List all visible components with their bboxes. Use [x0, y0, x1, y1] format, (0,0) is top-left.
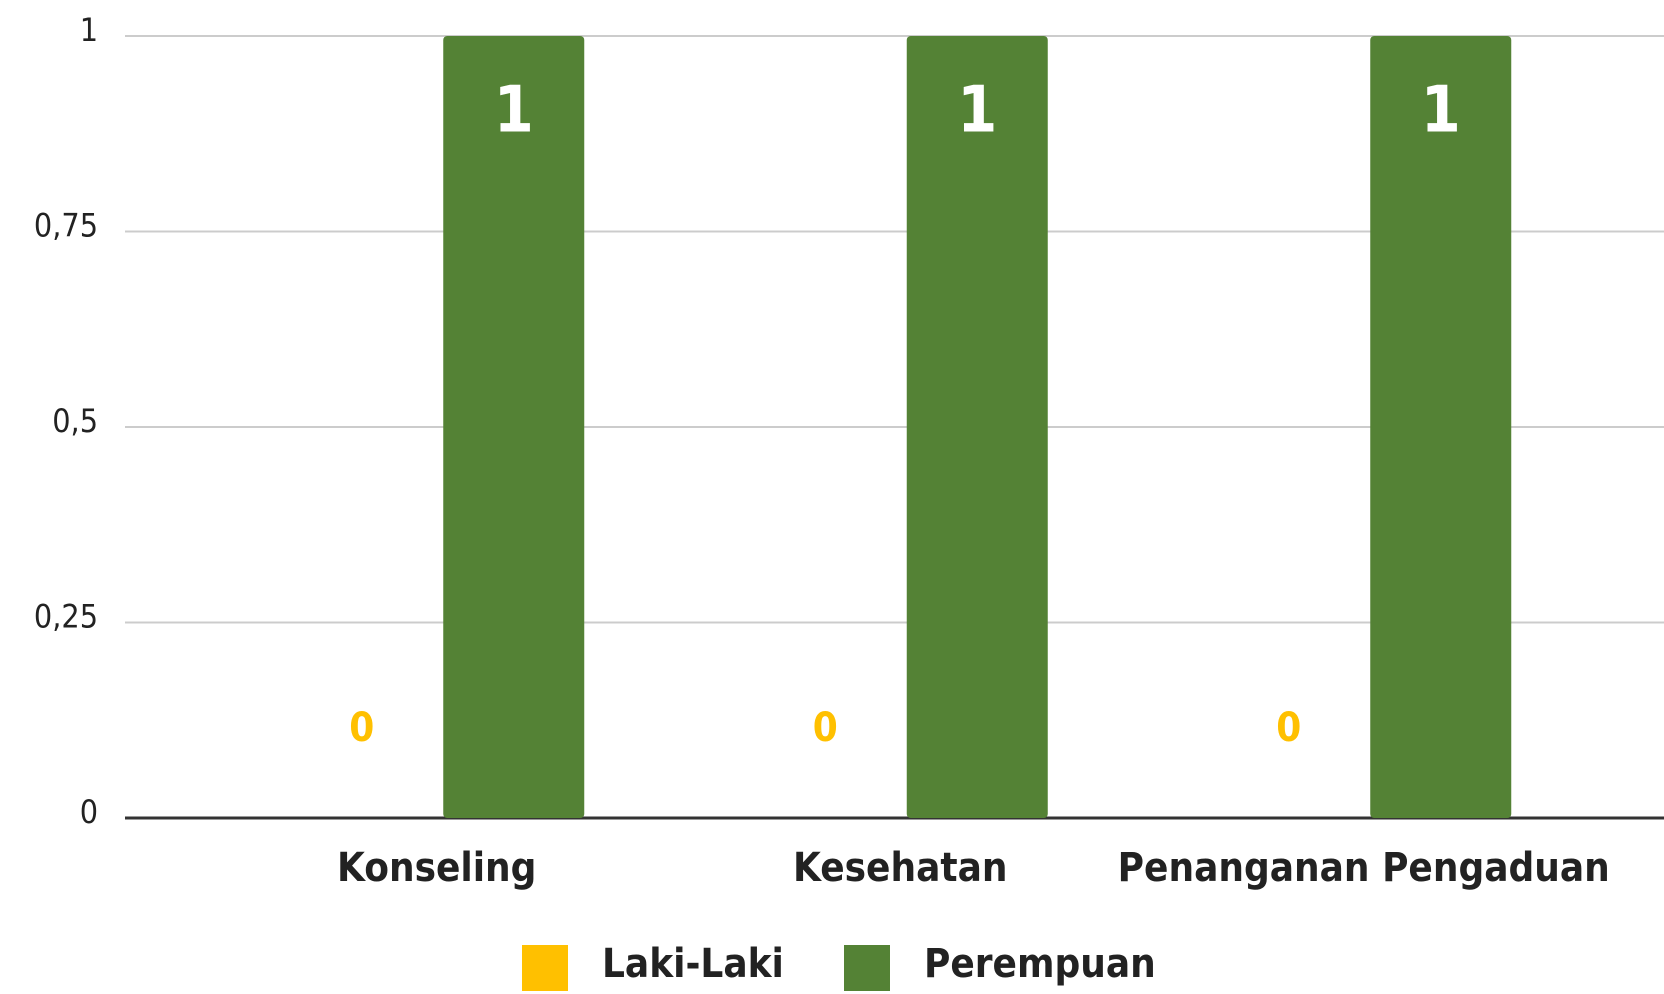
- legend-swatch: [844, 945, 890, 991]
- x-tick-label: Konseling: [337, 845, 536, 891]
- y-tick-label: 1: [80, 11, 98, 49]
- y-tick-label: 0,75: [34, 207, 98, 245]
- data-label: 0: [813, 705, 838, 751]
- data-label: 1: [1421, 74, 1461, 148]
- legend-swatch: [522, 945, 568, 991]
- y-tick-label: 0,25: [34, 598, 98, 636]
- bar: [1370, 36, 1512, 818]
- x-tick-label: Kesehatan: [793, 845, 1007, 891]
- data-label: 1: [957, 74, 997, 148]
- data-label: 0: [349, 705, 374, 751]
- legend-label: Perempuan: [924, 941, 1156, 987]
- y-tick-label: 0: [80, 793, 98, 831]
- y-tick-label: 0,5: [52, 402, 98, 440]
- bar: [906, 36, 1048, 818]
- bar: [443, 36, 585, 818]
- x-tick-label: Penanganan Pengaduan: [1118, 845, 1610, 891]
- legend-label: Laki-Laki: [602, 941, 784, 987]
- data-label: 0: [1276, 705, 1301, 751]
- data-label: 1: [494, 74, 534, 148]
